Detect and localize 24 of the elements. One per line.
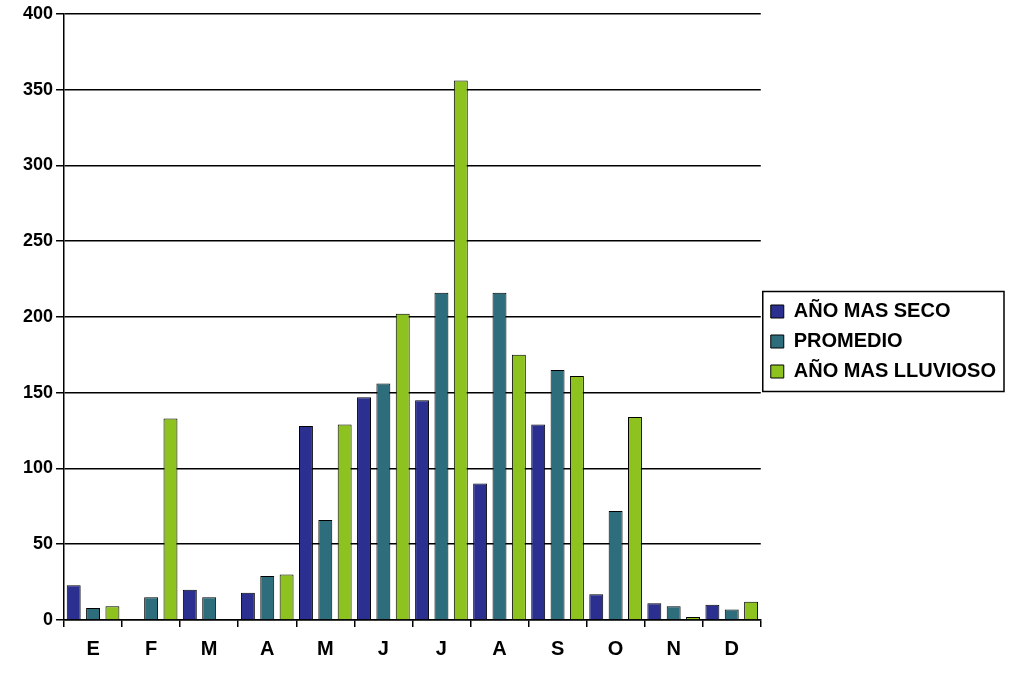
y-tick-label: 200 [22, 305, 54, 326]
y-tick-label: 150 [22, 381, 54, 402]
legend-label: PROMEDIO [793, 329, 903, 352]
y-tick-label: 400 [22, 2, 54, 23]
y-tick-label: 350 [22, 78, 54, 99]
x-tick-label: A [492, 636, 507, 659]
x-tick-label: N [666, 636, 681, 659]
x-tick-label: E [86, 636, 100, 659]
x-tick-label: M [316, 636, 334, 659]
legend-label: AÑO MAS SECO [793, 299, 951, 322]
y-tick-label: 300 [22, 154, 54, 175]
y-tick-label: 50 [33, 533, 54, 554]
y-tick-label: 0 [43, 608, 54, 629]
legend-label: AÑO MAS LLUVIOSO [793, 359, 997, 382]
y-tick-label: 250 [22, 230, 54, 251]
x-tick-label: O [607, 636, 624, 659]
x-tick-label: M [200, 636, 218, 659]
x-tick-label: S [550, 636, 565, 659]
y-tick-label: 100 [22, 457, 54, 478]
x-tick-label: A [260, 636, 275, 659]
x-tick-label: D [724, 636, 739, 659]
x-tick-label: J [377, 636, 389, 659]
x-tick-label: F [145, 636, 158, 659]
x-tick-label: J [435, 636, 447, 659]
